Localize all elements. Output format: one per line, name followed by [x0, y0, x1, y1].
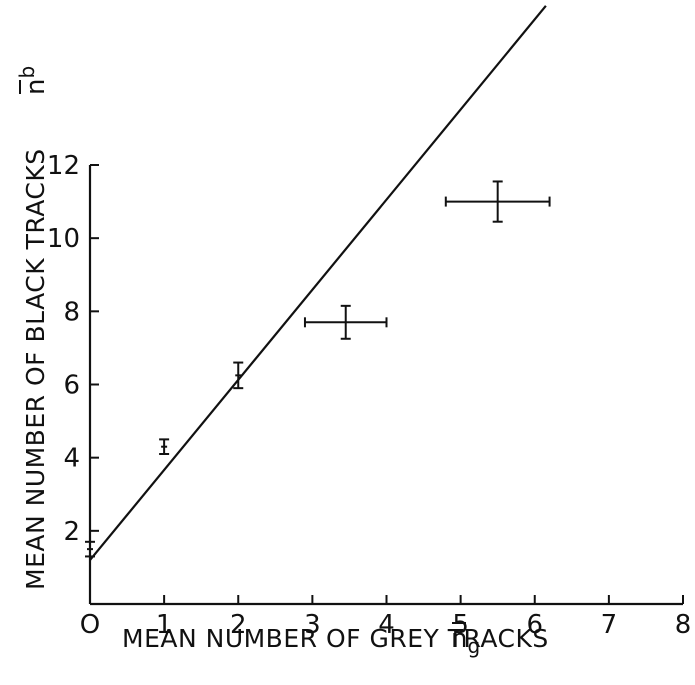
y-tick-label: 6	[63, 371, 80, 401]
y-tick-label: 8	[63, 297, 80, 327]
x-tick-label: 7	[601, 610, 618, 640]
x-tick-label: 5	[452, 610, 469, 640]
data-point	[444, 180, 551, 223]
data-point	[303, 304, 388, 340]
y-axis-symbol: nb	[15, 66, 51, 95]
x-tick-label: 3	[304, 610, 321, 640]
y-axis-symbol-letter: n	[21, 79, 51, 95]
data-points	[85, 180, 551, 558]
data-point	[159, 438, 170, 456]
y-tick-label: 4	[63, 444, 80, 474]
x-tick-label: 4	[378, 610, 395, 640]
y-axis-title: MEAN NUMBER OF BLACK TRACKS	[21, 148, 50, 590]
x-tick-label: 2	[230, 610, 247, 640]
y-tick-label: 12	[47, 151, 80, 181]
x-axis-title: MEAN NUMBER OF GREY TRACKS	[122, 624, 549, 653]
data-point	[85, 540, 95, 558]
x-ticks: O 1 2 3 4 5 6 7 8	[80, 595, 692, 640]
x-tick-label: O	[80, 610, 100, 640]
x-tick-label: 1	[156, 610, 173, 640]
x-axis-symbol-letter: n	[451, 624, 467, 654]
x-axis-title-group: MEAN NUMBER OF GREY TRACKS ng	[122, 622, 549, 658]
y-tick-label: 10	[47, 224, 80, 254]
x-tick-label: 8	[675, 610, 692, 640]
axes	[88, 165, 683, 606]
data-point	[233, 361, 244, 390]
x-tick-label: 6	[526, 610, 543, 640]
y-ticks: 2 4 6 8 10 12	[47, 151, 99, 547]
y-tick-label: 2	[63, 517, 80, 547]
fit-line	[89, 5, 547, 561]
x-axis-symbol-sub: g	[467, 634, 480, 658]
fit-line-group	[89, 5, 547, 561]
y-axis-title-group: MEAN NUMBER OF BLACK TRACKS nb	[15, 66, 51, 590]
y-axis-symbol-sub: b	[15, 66, 39, 79]
x-axis-symbol: ng	[451, 624, 480, 658]
